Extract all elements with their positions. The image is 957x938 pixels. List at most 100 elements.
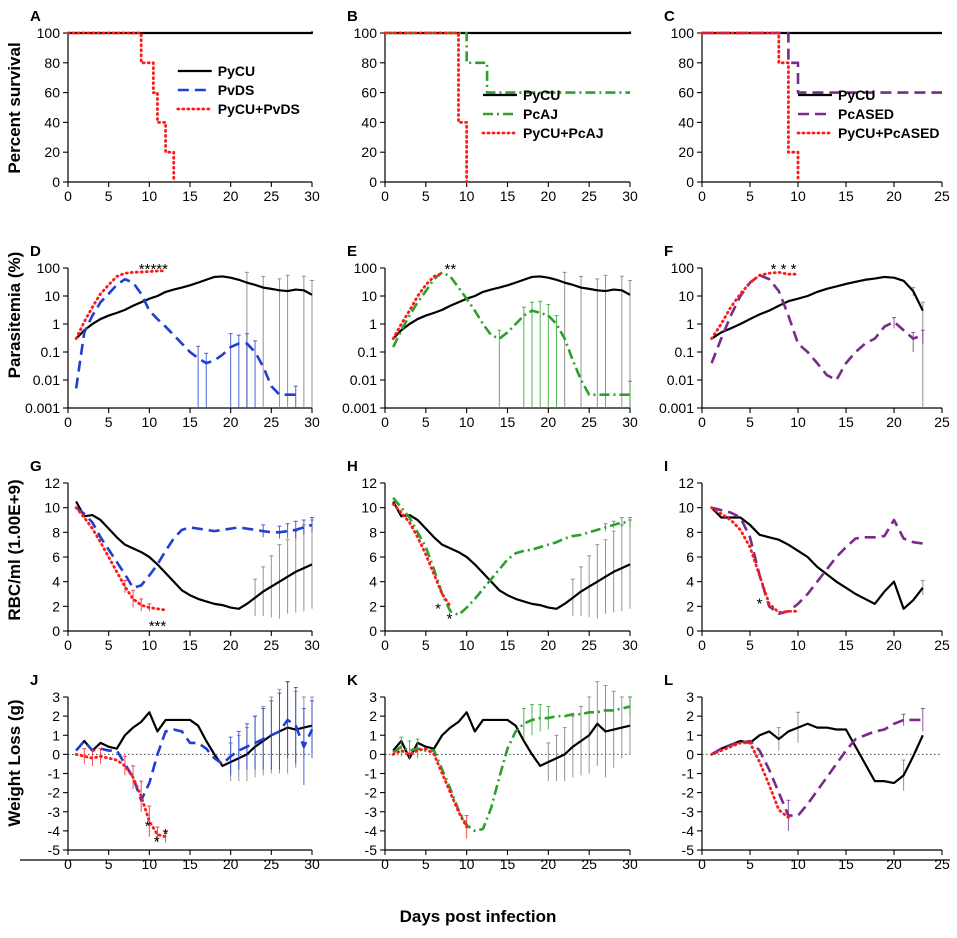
x-tick-label: 30 — [622, 414, 638, 430]
x-tick-label: 30 — [304, 637, 320, 653]
x-tick-label: 10 — [142, 414, 158, 430]
significance-mark: * * * — [771, 261, 797, 278]
series-pycu-pcaj — [391, 502, 452, 608]
y-tick-label: -2 — [682, 785, 695, 801]
series-line-pycu-pcased — [710, 506, 800, 614]
y-tick-label: 2 — [52, 598, 60, 614]
panels-group: A0 5 10 15 20 25 30020406080100PyCUPvDSPyCU+Pv… — [25, 8, 950, 872]
x-tick-label: 25 — [264, 414, 280, 430]
series-line-pvds — [75, 506, 313, 590]
x-tick-label: 5 — [105, 637, 113, 653]
x-tick-label: 10 — [459, 856, 475, 872]
panel-g: G 0 5 10 15 20 25 30 0 2 4 6 8 10 12 *** — [30, 458, 320, 653]
legend-label: PyCU — [838, 87, 875, 103]
x-tick-label: 5 — [105, 856, 113, 872]
series-pvds — [75, 506, 314, 590]
y-tick-label: 0.01 — [33, 372, 60, 388]
x-tick-label: 15 — [500, 414, 516, 430]
series-line-pycu — [75, 275, 313, 340]
y-tick-label: -3 — [682, 804, 695, 820]
x-tick-label: 5 — [746, 188, 754, 204]
significance-mark: *** — [149, 618, 167, 635]
series-pycu — [385, 31, 632, 35]
series-pycu-pcaj — [383, 31, 469, 184]
x-tick-label: 15 — [182, 637, 198, 653]
x-tick-label: 25 — [581, 637, 597, 653]
x-tick-label: 0 — [64, 856, 72, 872]
x-tick-label: 10 — [459, 188, 475, 204]
series-line-pycu-pcaj — [383, 31, 469, 184]
panel-e: E 0 5 10 15 20 25 30 0.001 0.01 0.1 1 10 100 ** — [342, 243, 638, 430]
y-tick-label: 80 — [678, 55, 694, 71]
x-tick-label: 10 — [790, 414, 806, 430]
series-pcased — [710, 273, 925, 382]
panel-letter-i: I — [664, 458, 668, 475]
significance-mark: * — [757, 596, 763, 613]
panel-letter-k: K — [347, 672, 358, 689]
significance-mark: * — [154, 833, 160, 850]
series-line-pycu-pcased — [700, 31, 800, 184]
x-tick-label: 10 — [142, 188, 158, 204]
legend-label: PyCU+PvDS — [218, 101, 300, 117]
y-tick-label: 0 — [52, 174, 60, 190]
x-tick-label: 0 — [698, 414, 706, 430]
y-tick-label: 2 — [369, 598, 377, 614]
y-tick-label: 2 — [686, 708, 694, 724]
series-pycu — [392, 271, 632, 408]
y-tick-label: 100 — [37, 25, 61, 41]
panel-letter-f: F — [664, 243, 673, 260]
x-tick-label: 5 — [105, 414, 113, 430]
x-tick-label: 0 — [698, 637, 706, 653]
x-tick-label: 30 — [304, 856, 320, 872]
x-tick-label: 30 — [304, 188, 320, 204]
y-tick-label: 100 — [671, 260, 695, 276]
series-line-pycu — [385, 31, 632, 35]
y-tick-label: 8 — [686, 524, 694, 540]
y-tick-label: 4 — [369, 574, 377, 590]
y-tick-label: 1 — [369, 316, 377, 332]
panel-b: B 0 5 10 15 20 25 30 0 20 40 60 80 100 PyCU PcAJ PyCU+Pc… — [347, 8, 638, 204]
series-pcased — [711, 506, 923, 616]
x-tick-label: 5 — [422, 414, 430, 430]
series-pvds — [74, 277, 298, 408]
y-tick-label: 0 — [369, 746, 377, 762]
x-tick-label: 25 — [934, 637, 950, 653]
x-tick-label: 20 — [541, 188, 557, 204]
series-line-pycu-pcaj — [391, 271, 444, 341]
x-tick-label: 25 — [934, 188, 950, 204]
x-tick-label: 5 — [746, 637, 754, 653]
series-pycu — [710, 506, 925, 610]
series-line-pycu-pvds — [66, 31, 176, 184]
x-tick-label: 10 — [142, 637, 158, 653]
series-line-pycu-pcased — [710, 270, 800, 341]
x-tick-label: 25 — [264, 637, 280, 653]
series-line-pvds — [75, 718, 314, 802]
y-tick-label: 40 — [44, 114, 60, 130]
y-tick-label: 40 — [678, 114, 694, 130]
y-tick-label: 10 — [44, 500, 60, 516]
y-tick-label: 1 — [686, 316, 694, 332]
y-tick-label: 100 — [354, 260, 378, 276]
x-tick-label: 30 — [622, 188, 638, 204]
series-line-pycu-pcased — [710, 741, 790, 819]
series-pycu-pcased — [710, 270, 800, 341]
series-line-pvds — [74, 277, 296, 396]
series-line-pycu — [711, 275, 924, 340]
y-tick-label: 0.001 — [25, 400, 60, 416]
x-tick-label: 20 — [541, 856, 557, 872]
y-tick-label: 60 — [678, 85, 694, 101]
series-line-pcaj — [391, 271, 630, 396]
series-pycu-pvds — [74, 506, 167, 612]
y-tick-label: 100 — [37, 260, 61, 276]
y-tick-label: 10 — [44, 288, 60, 304]
x-tick-label: 5 — [746, 856, 754, 872]
y-tick-label: 0 — [52, 746, 60, 762]
series-line-pycu — [75, 500, 313, 610]
series-line-pcased — [710, 273, 924, 382]
legend-label: PcASED — [838, 106, 894, 122]
y-tick-label: 40 — [361, 114, 377, 130]
y-tick-label: 8 — [369, 524, 377, 540]
series-pycu-pvds — [66, 31, 176, 184]
legend-label: PyCU — [523, 87, 560, 103]
y-tick-label: 2 — [52, 708, 60, 724]
